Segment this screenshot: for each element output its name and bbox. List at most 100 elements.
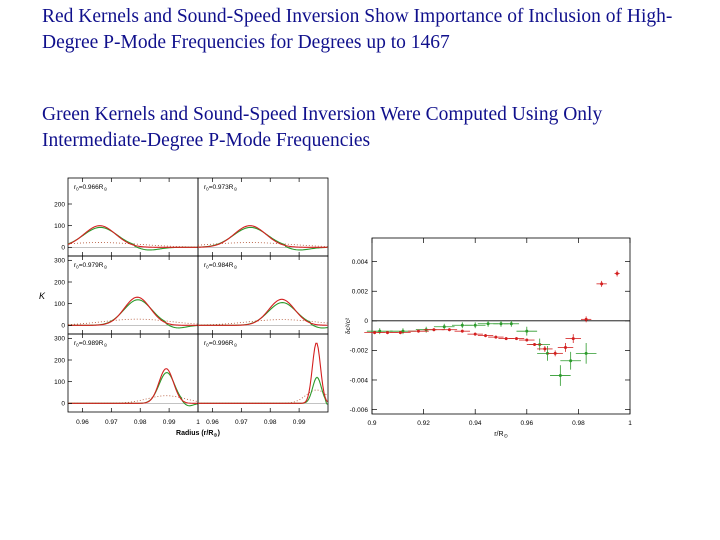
- y-axis-label: K: [39, 291, 46, 301]
- green-data-point: [584, 351, 588, 355]
- panel-label: r0=0.973R⊙: [204, 184, 237, 192]
- red-data-point: [514, 337, 518, 341]
- green-kernel-line: [198, 302, 328, 329]
- y-tick-label: 100: [54, 223, 65, 230]
- green-data-point: [442, 325, 446, 329]
- red-data-point: [553, 351, 557, 355]
- red-data-point: [571, 337, 575, 341]
- green-data-point: [525, 329, 529, 333]
- green-kernel-line: [68, 372, 198, 407]
- red-data-point: [504, 337, 508, 341]
- x-tick-label: 0.96: [206, 419, 219, 426]
- kernel-panel: r0=0.996R⊙: [197, 333, 329, 413]
- target-kernel-line: [67, 242, 198, 248]
- red-data-point: [473, 332, 477, 336]
- red-data-point: [484, 334, 488, 338]
- green-kernels-statement: Green Kernels and Sound-Speed Inversion …: [42, 104, 603, 151]
- y-tick-label: 200: [54, 201, 65, 208]
- y-tick-label: 0: [61, 323, 65, 330]
- x-tick-label: 0.99: [163, 419, 176, 426]
- y-tick-label: 0.004: [352, 259, 369, 266]
- red-data-point: [398, 331, 402, 335]
- y-tick-label: 300: [54, 258, 65, 265]
- green-kernel-line: [67, 299, 198, 329]
- green-data-point: [558, 374, 562, 378]
- y-tick-label: 200: [54, 279, 65, 286]
- red-data-point: [564, 345, 567, 349]
- red-data-point: [494, 335, 498, 339]
- x-tick-label: 0.97: [105, 419, 118, 426]
- target-kernel-line: [68, 395, 198, 404]
- x-tick-label: 0.99: [293, 419, 306, 426]
- red-kernel-line: [67, 296, 198, 326]
- red-kernel-line: [67, 225, 198, 248]
- red-data-point: [432, 328, 436, 332]
- y-tick-label: 0: [364, 318, 368, 325]
- panel-frame: [197, 333, 329, 413]
- green-data-point: [460, 323, 464, 327]
- green-kernel-line: [197, 226, 328, 251]
- y-tick-label: 0: [61, 401, 65, 408]
- red-data-point: [533, 342, 537, 346]
- x-tick-label: 0.98: [134, 419, 147, 426]
- y-tick-label: 200: [54, 357, 65, 364]
- y-tick-label: 300: [54, 336, 65, 343]
- y-tick-label: -0.002: [350, 348, 369, 355]
- x-tick-label: 0.98: [264, 419, 277, 426]
- green-data-point: [473, 323, 477, 327]
- red-kernel-line: [198, 298, 328, 326]
- kernel-panel: r0=0.989R⊙ 0 100 200 300: [54, 333, 199, 413]
- green-data-point: [499, 322, 503, 326]
- red-data-point: [447, 328, 451, 332]
- green-kernel-line: [198, 376, 328, 405]
- x-axis-label: r/R⊙: [494, 431, 508, 440]
- panel-label: r0=0.966R⊙: [74, 184, 107, 192]
- red-series: [364, 270, 620, 357]
- x-tick-label: 1: [628, 420, 632, 427]
- panel-label: r0=0.984R⊙: [204, 262, 237, 270]
- y-tick-label: 0: [61, 245, 65, 252]
- green-data-point: [509, 322, 513, 326]
- y-tick-label: 100: [54, 301, 65, 308]
- red-data-point: [584, 317, 588, 321]
- red-kernels-statement: Red Kernels and Sound-Speed Inversion Sh…: [42, 6, 673, 53]
- red-data-point: [615, 271, 619, 275]
- green-data-point: [569, 359, 573, 363]
- x-tick-label: 0.94: [469, 420, 482, 427]
- red-kernel-line: [197, 225, 328, 248]
- kernel-panel: r0=0.979R⊙ 0 100 200 300: [54, 255, 199, 335]
- red-data-point: [460, 329, 464, 333]
- x-axis-label: Radius (r/R⊙): [176, 430, 220, 439]
- red-data-point: [600, 282, 604, 286]
- kernel-panel: r0=0.966R⊙ 0 100 200: [54, 177, 199, 257]
- x-tick-label: 0.9: [367, 420, 376, 427]
- red-data-point: [416, 329, 420, 333]
- green-data-point: [378, 329, 382, 333]
- red-kernel-line: [198, 342, 328, 404]
- red-data-point: [525, 338, 529, 342]
- averaging-kernels-figure: r0=0.966R⊙0100200r0=0.973R⊙r0=0.979R⊙010…: [39, 177, 329, 439]
- kernel-panel: r0=0.973R⊙: [197, 177, 329, 257]
- plot-frame: [371, 237, 631, 415]
- red-data-point: [373, 331, 377, 335]
- y-tick-label: -0.004: [350, 377, 369, 384]
- y-tick-label: 100: [54, 379, 65, 386]
- x-tick-label: 0.98: [572, 420, 585, 427]
- panel-label: r0=0.979R⊙: [74, 262, 107, 270]
- red-data-point: [385, 331, 389, 335]
- x-tick-label: 1: [196, 419, 200, 426]
- y-tick-label: 0.002: [352, 289, 369, 296]
- red-kernel-line: [68, 368, 198, 404]
- green-data-point: [401, 329, 405, 333]
- panel-label: r0=0.996R⊙: [204, 340, 237, 348]
- x-tick-label: 0.96: [520, 420, 533, 427]
- x-tick-label: 0.92: [417, 420, 430, 427]
- y-tick-label: -0.006: [350, 407, 369, 414]
- green-data-point: [486, 322, 490, 326]
- red-data-point: [543, 347, 547, 351]
- target-kernel-line: [67, 318, 198, 325]
- x-tick-label: 0.97: [235, 419, 248, 426]
- sound-speed-inversion-figure: 0.004 0.002 0 -0.002 -0.004 -0.006 0.9 0.92 0.94…: [345, 237, 632, 440]
- y-axis-label: δc²/c²: [345, 317, 352, 334]
- kernel-panel: r0=0.984R⊙: [197, 255, 329, 335]
